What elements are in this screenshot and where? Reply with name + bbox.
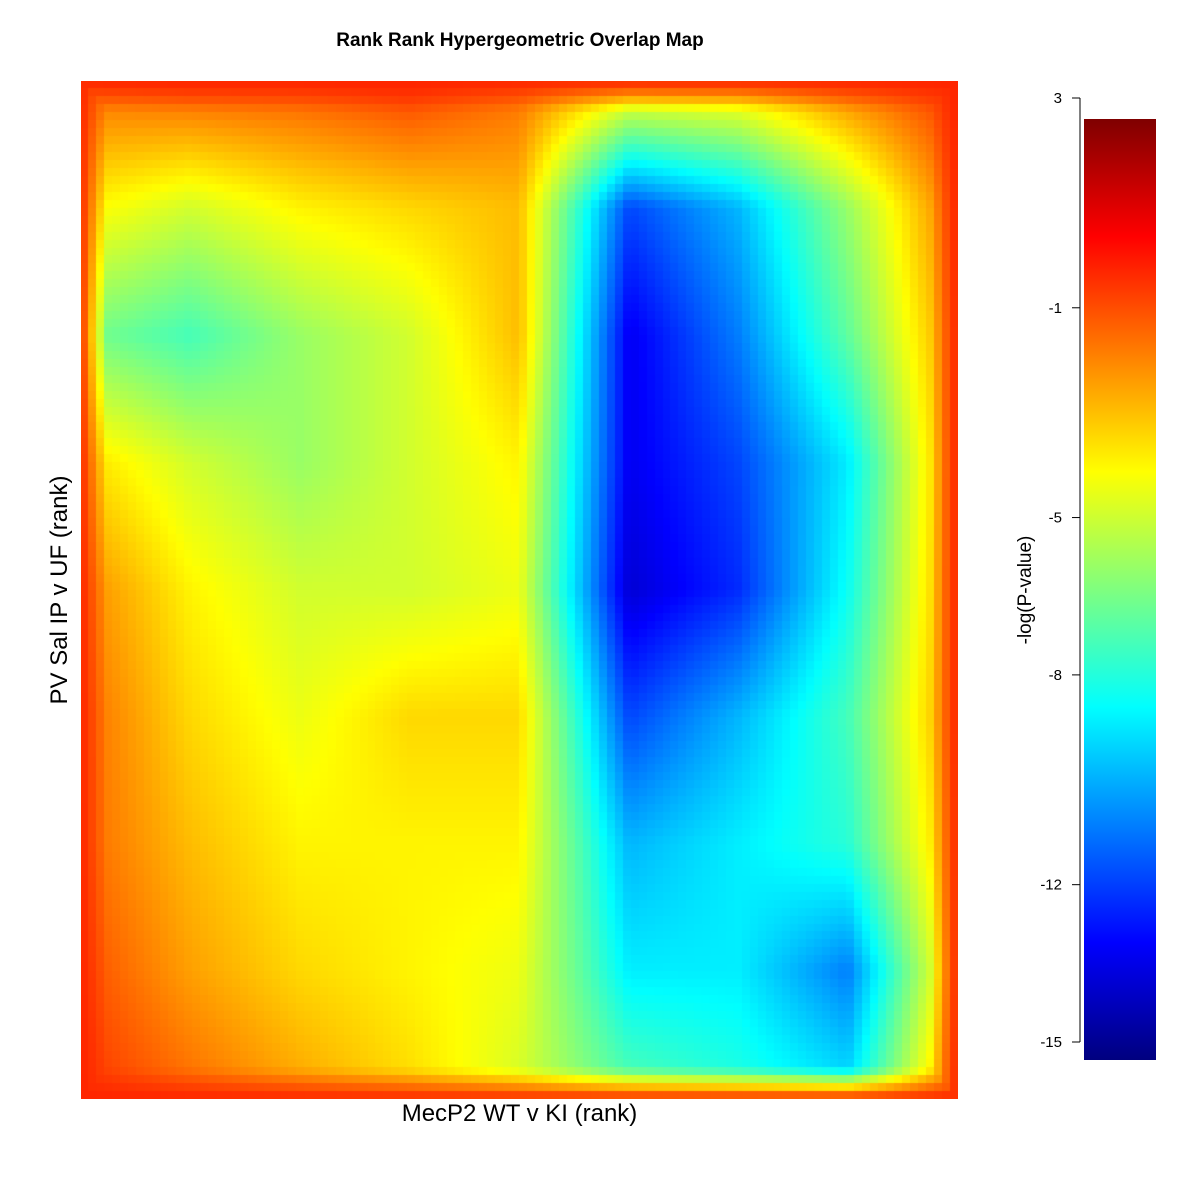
colorbar-tick-label: -15 bbox=[1040, 1034, 1062, 1051]
colorbar-gradient bbox=[1084, 119, 1156, 1060]
x-axis-label: MecP2 WT v KI (rank) bbox=[401, 1100, 638, 1127]
heatmap-canvas bbox=[81, 81, 958, 1099]
colorbar-tick-label: 3 bbox=[1054, 90, 1062, 107]
colorbar: 3 -1 -5 -8 -12 -15 bbox=[1040, 90, 1156, 1060]
colorbar-tick-label: -1 bbox=[1049, 300, 1062, 317]
colorbar-tick-label: -12 bbox=[1040, 877, 1062, 894]
colorbar-tick-label: -5 bbox=[1049, 510, 1062, 527]
colorbar-label: -log(P-value) bbox=[1015, 535, 1036, 645]
chart-title: Rank Rank Hypergeometric Overlap Map bbox=[336, 30, 704, 51]
heatmap-plot bbox=[81, 81, 958, 1099]
colorbar-tick-label: -8 bbox=[1049, 667, 1062, 684]
y-axis-label: PV Sal IP v UF (rank) bbox=[46, 475, 73, 705]
